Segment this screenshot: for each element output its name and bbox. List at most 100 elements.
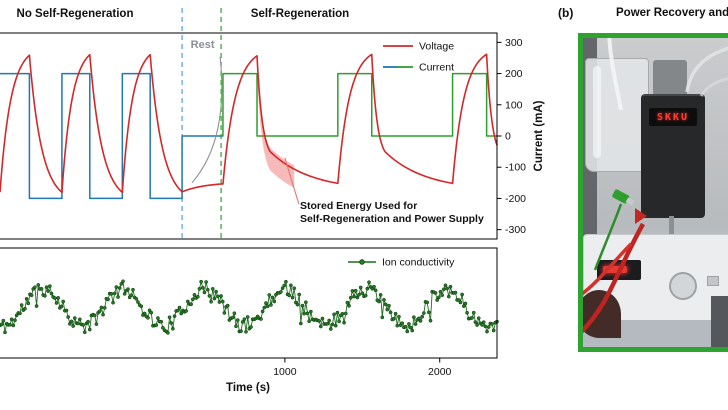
ion-conductivity-point xyxy=(289,283,293,288)
ion-conductivity-point xyxy=(142,311,147,316)
photo-white-tube xyxy=(607,38,623,111)
ion-conductivity-point xyxy=(347,303,351,308)
photo-red-clip xyxy=(635,208,647,224)
ion-conductivity-point xyxy=(420,314,425,319)
ion-conductivity-point xyxy=(18,311,22,316)
ion-conductivity-point xyxy=(8,322,12,327)
region-title-self-regeneration: Self-Regeneration xyxy=(251,8,349,20)
ion-conductivity-point xyxy=(435,298,440,302)
ion-conductivity-point xyxy=(308,309,313,314)
ion-conductivity-point xyxy=(397,314,401,319)
ion-conductivity-point xyxy=(46,289,51,293)
rest-leader-line xyxy=(191,56,223,184)
ion-conductivity-point xyxy=(475,323,479,327)
ion-conductivity-point xyxy=(49,291,54,296)
ion-conductivity-point xyxy=(197,286,202,291)
photo-clear-tube xyxy=(685,46,728,93)
ion-conductivity-point xyxy=(230,315,235,320)
ion-conductivity-point xyxy=(387,303,391,308)
photo-led-display: SKKU xyxy=(649,108,697,126)
ion-conductivity-point xyxy=(363,293,368,298)
legend-label-voltage: Voltage xyxy=(419,41,454,53)
ion-conductivity-point xyxy=(348,295,353,300)
ion-conductivity-point xyxy=(121,279,125,284)
ion-conductivity-point xyxy=(59,304,64,309)
ion-conductivity-point xyxy=(332,312,336,317)
photo-base-display-glow xyxy=(603,266,627,273)
ion-conductivity-point xyxy=(177,305,182,310)
photo-green-wire xyxy=(593,203,623,271)
ion-conductivity-point xyxy=(76,321,80,326)
ion-conductivity-point xyxy=(195,294,200,299)
stored-energy-highlight xyxy=(257,57,295,188)
photo-clear-tube-2 xyxy=(699,77,728,97)
photo-power-recovery-setup: SKKU xyxy=(583,38,728,347)
ion-conductivity-point xyxy=(295,302,300,307)
ion-conductivity-point xyxy=(245,315,250,319)
ion-conductivity-point xyxy=(232,311,237,316)
ion-conductivity-point xyxy=(36,283,41,287)
ion-conductivity-point xyxy=(325,321,330,326)
current-axis-tick-label: 100 xyxy=(505,99,523,111)
ion-conductivity-point xyxy=(378,292,383,297)
voltage-trace xyxy=(0,53,498,194)
ion-conductivity-point xyxy=(189,302,194,307)
panel-b-photo-frame: SKKU xyxy=(578,33,728,352)
ion-conductivity-point xyxy=(270,295,275,300)
time-axis-tick-label: 2000 xyxy=(428,366,452,378)
current-trace-no-regen xyxy=(0,72,222,200)
photo-control-knob xyxy=(669,272,697,300)
ion-conductivity-point xyxy=(438,289,443,294)
ion-conductivity-point xyxy=(23,306,27,311)
current-axis-tick-label: -300 xyxy=(505,224,526,236)
ion-conductivity-point xyxy=(202,290,207,295)
ion-conductivity-point xyxy=(302,311,307,316)
ion-conductivity-point xyxy=(185,299,190,304)
ion-conductivity-point xyxy=(418,319,423,323)
ion-conductivity-point xyxy=(428,318,433,323)
photo-red-wire xyxy=(583,222,645,334)
ion-conductivity-point xyxy=(470,316,474,320)
ion-conductivity-point xyxy=(327,318,331,323)
photo-red-wire-2 xyxy=(583,242,633,296)
ion-conductivity-point xyxy=(154,323,159,327)
panel-b-label: (b) xyxy=(558,6,574,20)
ion-conductivity-point xyxy=(239,329,243,334)
ion-conductivity-point xyxy=(446,294,451,299)
ion-conductivity-point xyxy=(77,317,82,322)
ion-conductivity-point xyxy=(0,322,4,327)
ion-conductivity-point xyxy=(463,301,468,306)
ion-conductivity-point xyxy=(212,296,217,301)
ion-conductivity-point xyxy=(318,324,323,329)
ion-conductivity-point xyxy=(412,315,416,320)
ion-conductivity-point xyxy=(385,307,390,312)
ion-conductivity-point xyxy=(102,305,107,310)
ion-conductivity-point xyxy=(119,282,124,286)
ion-conductivity-point xyxy=(209,299,213,304)
ion-conductivity-point xyxy=(367,280,371,285)
ion-conductivity-point xyxy=(433,291,438,295)
ion-conductivity-point xyxy=(413,322,418,326)
ion-conductivity-point xyxy=(279,290,283,294)
ion-conductivity-point xyxy=(407,322,411,326)
ion-conductivity-point xyxy=(210,287,215,291)
ion-conductivity-point xyxy=(214,289,218,294)
ion-conductivity-point xyxy=(56,296,61,300)
ion-conductivity-point xyxy=(340,311,345,316)
legend-marker-ion-conductivity xyxy=(359,259,365,265)
ion-conductivity-point xyxy=(48,284,52,288)
ion-conductivity-point xyxy=(3,330,7,335)
ion-conductivity-point xyxy=(269,303,273,307)
ion-conductivity-point xyxy=(11,323,16,328)
ion-conductivity-point xyxy=(392,316,396,321)
ion-conductivity-point xyxy=(355,295,360,300)
rest-label: Rest xyxy=(191,39,215,51)
ion-conductivity-point xyxy=(156,316,160,320)
stored-energy-annotation-line2: Self-Regeneration and Power Supply xyxy=(300,213,484,225)
ion-conductivity-point xyxy=(43,293,47,298)
ion-conductivity-point xyxy=(29,293,34,298)
ion-conductivity-point xyxy=(24,296,29,301)
ion-conductivity-point xyxy=(1,318,6,323)
ion-conductivity-point xyxy=(486,325,491,329)
ion-conductivity-point xyxy=(272,299,277,304)
